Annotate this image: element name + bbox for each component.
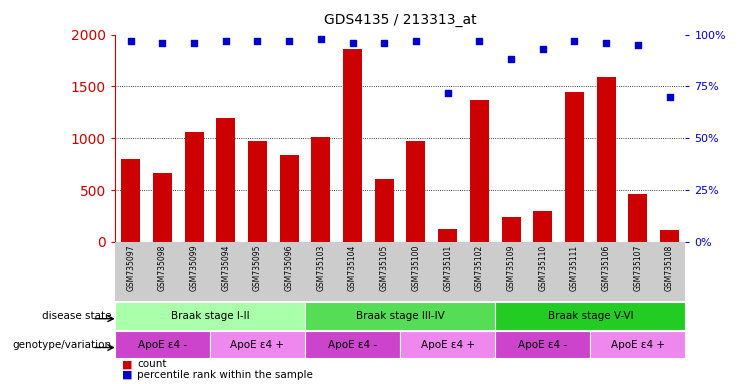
Text: GSM735109: GSM735109: [507, 245, 516, 291]
Text: count: count: [137, 359, 167, 369]
Text: ApoE ε4 +: ApoE ε4 +: [230, 339, 285, 350]
Point: [347, 40, 359, 46]
Bar: [502, 217, 521, 242]
Bar: [210, 331, 305, 359]
Text: ■: ■: [122, 359, 136, 369]
Text: GSM735096: GSM735096: [285, 245, 293, 291]
Text: GSM735094: GSM735094: [222, 245, 230, 291]
Text: ApoE ε4 -: ApoE ε4 -: [518, 339, 568, 350]
Point: [188, 40, 200, 46]
Bar: [597, 77, 616, 242]
Text: GSM735101: GSM735101: [443, 245, 452, 291]
Text: GSM735105: GSM735105: [380, 245, 389, 291]
Bar: [660, 230, 679, 242]
Point: [600, 40, 612, 46]
Point: [442, 89, 453, 96]
Bar: [470, 100, 489, 242]
Text: ApoE ε4 -: ApoE ε4 -: [138, 339, 187, 350]
Text: genotype/variation: genotype/variation: [12, 339, 111, 350]
Text: GSM735104: GSM735104: [348, 245, 357, 291]
Text: GSM735107: GSM735107: [634, 245, 642, 291]
Bar: [343, 49, 362, 242]
Point: [410, 38, 422, 44]
Bar: [400, 331, 495, 359]
Bar: [534, 211, 552, 242]
Point: [632, 42, 644, 48]
Bar: [115, 331, 210, 359]
Text: GSM735100: GSM735100: [411, 245, 420, 291]
Text: GDS4135 / 213313_at: GDS4135 / 213313_at: [324, 13, 476, 27]
Point: [536, 46, 548, 52]
Text: GSM735111: GSM735111: [570, 245, 579, 291]
Text: GSM735106: GSM735106: [602, 245, 611, 291]
Point: [156, 40, 168, 46]
Bar: [438, 230, 457, 242]
Text: ApoE ε4 +: ApoE ε4 +: [611, 339, 665, 350]
Text: percentile rank within the sample: percentile rank within the sample: [137, 370, 313, 380]
Text: GSM735108: GSM735108: [665, 245, 674, 291]
Point: [379, 40, 391, 46]
Text: disease state: disease state: [41, 311, 111, 321]
Text: GSM735102: GSM735102: [475, 245, 484, 291]
Bar: [375, 179, 393, 242]
Point: [315, 36, 327, 42]
Text: ApoE ε4 +: ApoE ε4 +: [421, 339, 475, 350]
Text: GSM735098: GSM735098: [158, 245, 167, 291]
Text: Braak stage I-II: Braak stage I-II: [170, 311, 249, 321]
Point: [124, 38, 136, 44]
Bar: [565, 92, 584, 242]
Point: [664, 94, 676, 100]
Text: ApoE ε4 -: ApoE ε4 -: [328, 339, 377, 350]
Text: Braak stage III-IV: Braak stage III-IV: [356, 311, 445, 321]
Point: [220, 38, 232, 44]
Bar: [407, 141, 425, 242]
Point: [505, 56, 517, 63]
Point: [283, 38, 295, 44]
Text: GSM735110: GSM735110: [538, 245, 548, 291]
Bar: [216, 118, 236, 242]
Text: GSM735103: GSM735103: [316, 245, 325, 291]
Bar: [305, 331, 400, 359]
Point: [568, 38, 580, 44]
Point: [251, 38, 264, 44]
Text: Braak stage V-VI: Braak stage V-VI: [548, 311, 633, 321]
Bar: [115, 302, 305, 329]
Bar: [495, 331, 591, 359]
Point: [473, 38, 485, 44]
Bar: [628, 194, 648, 242]
Text: GSM735097: GSM735097: [126, 245, 135, 291]
Bar: [153, 174, 172, 242]
Text: GSM735099: GSM735099: [190, 245, 199, 291]
Bar: [305, 302, 495, 329]
Bar: [185, 132, 204, 242]
Text: GSM735095: GSM735095: [253, 245, 262, 291]
Bar: [248, 141, 267, 242]
Bar: [591, 331, 685, 359]
Bar: [495, 302, 685, 329]
Bar: [279, 155, 299, 242]
Text: ■: ■: [122, 370, 136, 380]
Bar: [311, 137, 330, 242]
Bar: [122, 159, 140, 242]
